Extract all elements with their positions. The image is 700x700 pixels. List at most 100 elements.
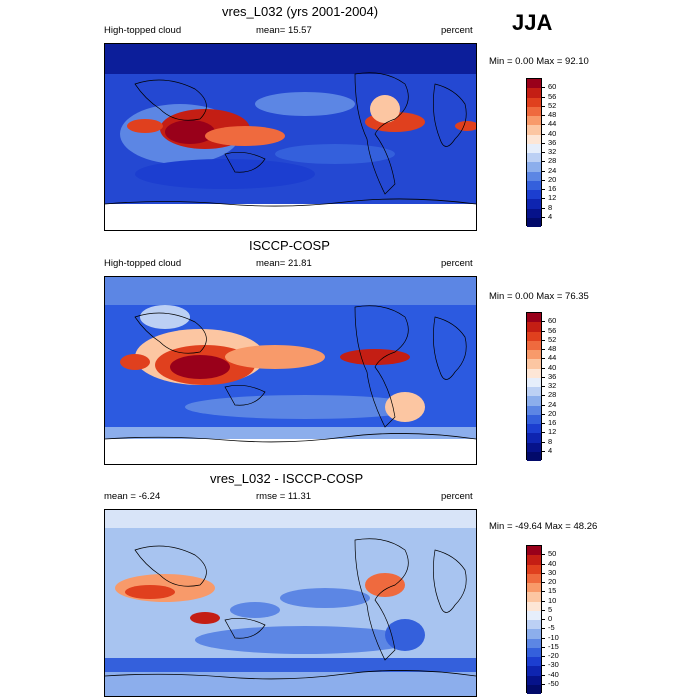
colorbar-tick-label: 8 xyxy=(548,202,553,212)
colorbar-swatch xyxy=(527,684,541,694)
panel-3-title: vres_L032 - ISCCP-COSP xyxy=(210,471,364,486)
colorbar-tick-mark xyxy=(541,395,545,397)
colorbar-tick-label: 24 xyxy=(548,165,557,175)
colorbar-tick-mark xyxy=(541,367,545,369)
colorbar-tick-mark xyxy=(541,179,545,181)
colorbar-tick-mark xyxy=(541,628,545,630)
colorbar-tick-label: -30 xyxy=(548,660,559,670)
panel-2-colorbar: 60 56 52 48 44 40 36 32 28 24 20 16 12 8 4 xyxy=(526,312,566,461)
colorbar-swatch xyxy=(527,451,541,461)
colorbar-tick-label: -40 xyxy=(548,669,559,679)
colorbar-tick-mark xyxy=(541,339,545,341)
colorbar-swatch xyxy=(527,125,541,135)
colorbar-tick-label: 56 xyxy=(548,91,557,101)
colorbar-tick-mark xyxy=(541,600,545,602)
panel-1-range: Min = 0.00 Max = 92.10 xyxy=(489,56,589,67)
colorbar-swatch xyxy=(527,629,541,639)
colorbar-tick-label: 16 xyxy=(548,184,557,193)
colorbar-tick-label: 8 xyxy=(548,436,553,446)
colorbar-tick-mark xyxy=(541,619,545,620)
colorbar-tick-label: 32 xyxy=(548,381,557,390)
colorbar-swatch xyxy=(527,106,541,116)
panel-2-colorbar-box xyxy=(526,312,542,461)
colorbar-tick-label: 36 xyxy=(548,137,557,147)
panel-1-units: percent xyxy=(441,25,473,36)
colorbar-swatch xyxy=(527,601,541,611)
colorbar-tick-mark xyxy=(541,87,545,89)
colorbar-swatch xyxy=(527,414,541,424)
colorbar-tick-mark xyxy=(541,563,545,565)
colorbar-tick-mark xyxy=(541,674,545,676)
colorbar-tick-label: 44 xyxy=(548,353,557,363)
colorbar-tick-mark xyxy=(541,656,545,657)
panel-3-range: Min = -49.64 Max = 48.26 xyxy=(489,521,598,532)
colorbar-tick-label: 12 xyxy=(548,427,557,437)
colorbar-tick-label: -10 xyxy=(548,632,559,642)
colorbar-tick-label: 24 xyxy=(548,399,557,409)
colorbar-tick-label: 20 xyxy=(548,577,557,586)
colorbar-tick-mark xyxy=(541,404,545,406)
colorbar-tick-label: 0 xyxy=(548,614,553,623)
colorbar-tick-mark xyxy=(541,646,545,648)
colorbar-tick-mark xyxy=(541,170,545,172)
colorbar-swatch xyxy=(527,350,541,360)
colorbar-tick-label: 52 xyxy=(548,100,557,110)
colorbar-swatch xyxy=(527,313,541,323)
colorbar-tick-label: 15 xyxy=(548,586,557,596)
colorbar-tick-label: 32 xyxy=(548,147,557,156)
colorbar-swatch xyxy=(527,79,541,89)
panel-2-units: percent xyxy=(441,258,473,269)
colorbar-swatch xyxy=(527,387,541,397)
colorbar-tick-mark xyxy=(541,591,545,593)
colorbar-swatch xyxy=(527,573,541,583)
colorbar-tick-mark xyxy=(541,413,545,415)
colorbar-swatch xyxy=(527,442,541,452)
colorbar-tick-mark xyxy=(541,216,545,218)
panel-3-units: percent xyxy=(441,491,473,502)
colorbar-swatch xyxy=(527,153,541,163)
colorbar-swatch xyxy=(527,190,541,200)
colorbar-swatch xyxy=(527,592,541,602)
panel-1-colorbar: 60 56 52 48 44 40 36 32 28 24 20 16 12 8 4 xyxy=(526,78,566,227)
colorbar-swatch xyxy=(527,396,541,406)
colorbar-tick-mark xyxy=(541,349,545,350)
panel-3-left-label: mean = -6.24 xyxy=(104,491,161,502)
colorbar-tick-label: -15 xyxy=(548,641,559,651)
colorbar-swatch xyxy=(527,359,541,369)
colorbar-tick-label: 20 xyxy=(548,408,557,418)
colorbar-tick-label: 28 xyxy=(548,390,557,400)
panel-1-title: vres_L032 (yrs 2001-2004) xyxy=(222,4,379,19)
colorbar-swatch xyxy=(527,116,541,126)
panel-2-title: ISCCP-COSP xyxy=(249,238,330,253)
panel-1-left-label: High-topped cloud xyxy=(104,25,182,36)
colorbar-swatch xyxy=(527,610,541,620)
colorbar-tick-mark xyxy=(541,161,545,163)
colorbar-tick-label: 60 xyxy=(548,82,557,92)
colorbar-swatch xyxy=(527,331,541,341)
colorbar-tick-mark xyxy=(541,152,545,153)
colorbar-tick-label: 16 xyxy=(548,418,557,427)
colorbar-tick-label: 28 xyxy=(548,156,557,166)
colorbar-tick-mark xyxy=(541,358,545,360)
colorbar-tick-label: 52 xyxy=(548,334,557,344)
colorbar-tick-mark xyxy=(541,321,545,323)
panel-2-left-label: High-topped cloud xyxy=(104,258,182,269)
panel-2-map xyxy=(104,276,477,465)
colorbar-tick-mark xyxy=(541,124,545,126)
colorbar-swatch xyxy=(527,340,541,350)
colorbar-swatch xyxy=(527,208,541,218)
colorbar-tick-label: 4 xyxy=(548,445,553,455)
colorbar-tick-label: 5 xyxy=(548,604,553,614)
colorbar-tick-mark xyxy=(541,189,545,190)
colorbar-swatch xyxy=(527,143,541,153)
colorbar-tick-label: -50 xyxy=(548,678,559,688)
colorbar-tick-label: 50 xyxy=(548,549,557,559)
colorbar-swatch xyxy=(527,368,541,378)
colorbar-tick-label: 60 xyxy=(548,316,557,326)
colorbar-tick-label: 56 xyxy=(548,325,557,335)
colorbar-swatch xyxy=(527,546,541,556)
colorbar-swatch xyxy=(527,657,541,667)
colorbar-tick-mark xyxy=(541,450,545,452)
colorbar-swatch xyxy=(527,134,541,144)
colorbar-tick-mark xyxy=(541,330,545,332)
